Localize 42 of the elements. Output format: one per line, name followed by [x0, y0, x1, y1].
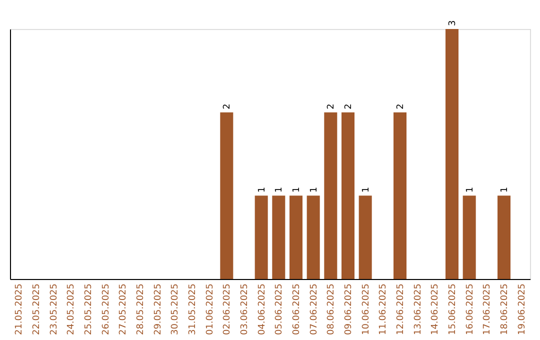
data-label: 1	[292, 186, 302, 193]
x-tick-label: 17.06.2025	[482, 284, 493, 336]
x-tick-label: 16.06.2025	[465, 284, 476, 336]
x-tick-label: 18.06.2025	[500, 284, 510, 336]
x-tick-label: 29.05.2025	[153, 284, 164, 336]
data-label: 1	[465, 186, 476, 193]
x-tick-label: 28.05.2025	[136, 284, 146, 336]
x-tick-label: 31.05.2025	[188, 284, 198, 336]
x-tick-label: 08.06.2025	[326, 284, 337, 336]
x-tick-label: 21.05.2025	[14, 284, 25, 336]
x-tick-label: 14.06.2025	[430, 284, 441, 336]
x-tick-label: 05.06.2025	[274, 284, 285, 336]
data-label: 2	[326, 104, 337, 110]
x-tick-label: 02.06.2025	[222, 284, 233, 336]
x-tick-label: 26.05.2025	[101, 284, 112, 336]
data-label: 2	[396, 104, 406, 110]
x-tick-label: 15.06.2025	[448, 284, 458, 336]
data-label: 2	[222, 104, 233, 110]
data-label: 1	[257, 186, 268, 193]
x-tick-label: 04.06.2025	[257, 284, 268, 336]
x-tick-label: 11.06.2025	[378, 284, 389, 336]
x-tick-label: 10.06.2025	[361, 284, 372, 336]
x-tick-label: 12.06.2025	[396, 284, 406, 336]
data-label: 3	[448, 20, 458, 26]
x-tick-label: 19.06.2025	[517, 284, 528, 336]
x-tick-label: 24.05.2025	[66, 284, 77, 336]
x-tick-label: 06.06.2025	[292, 284, 302, 336]
x-tick-label: 03.06.2025	[240, 284, 250, 336]
x-tick-label: 09.06.2025	[344, 284, 354, 336]
data-label: 2	[344, 104, 354, 110]
data-label: 1	[274, 186, 285, 193]
x-tick-label: 07.06.2025	[309, 284, 320, 336]
x-tick-label: 22.05.2025	[32, 284, 42, 336]
x-tick-label: 30.05.2025	[170, 284, 181, 336]
x-tick-label: 23.05.2025	[49, 284, 60, 336]
data-label: 1	[361, 186, 372, 193]
x-tick-label: 13.06.2025	[413, 284, 424, 336]
x-tick-label: 01.06.2025	[205, 284, 216, 336]
data-label: 1	[309, 186, 320, 193]
data-label: 1	[500, 186, 510, 193]
x-tick-label: 27.05.2025	[118, 284, 129, 336]
x-tick-label: 25.05.2025	[84, 284, 94, 336]
